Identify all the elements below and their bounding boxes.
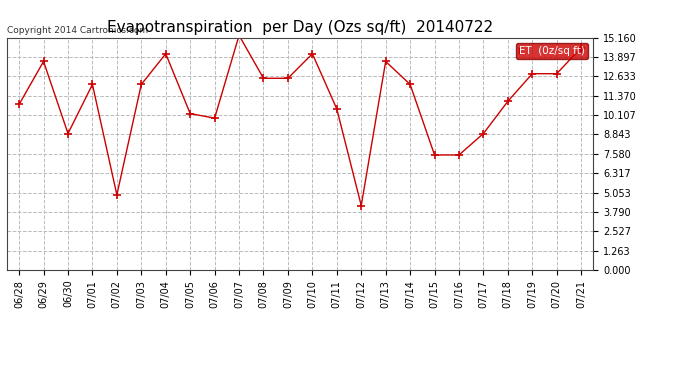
ET  (0z/sq ft) <box>455 153 463 157</box>
ET  (0z/sq ft) <box>137 82 146 87</box>
Line: ET  (0z/sq ft): ET (0z/sq ft) <box>15 31 585 210</box>
ET  (0z/sq ft) <box>64 131 72 136</box>
ET  (0z/sq ft) <box>88 82 97 87</box>
ET  (0z/sq ft) <box>357 203 366 208</box>
ET  (0z/sq ft) <box>259 76 268 81</box>
ET  (0z/sq ft) <box>112 193 121 197</box>
ET  (0z/sq ft) <box>39 59 48 64</box>
ET  (0z/sq ft) <box>382 59 390 64</box>
ET  (0z/sq ft) <box>15 102 23 106</box>
Title: Evapotranspiration  per Day (Ozs sq/ft)  20140722: Evapotranspiration per Day (Ozs sq/ft) 2… <box>107 20 493 35</box>
ET  (0z/sq ft) <box>528 72 536 76</box>
ET  (0z/sq ft) <box>406 82 414 87</box>
Text: Copyright 2014 Cartronics.com: Copyright 2014 Cartronics.com <box>7 26 148 35</box>
ET  (0z/sq ft) <box>431 153 439 157</box>
ET  (0z/sq ft) <box>553 72 561 76</box>
ET  (0z/sq ft) <box>333 107 341 111</box>
ET  (0z/sq ft) <box>480 131 488 136</box>
ET  (0z/sq ft) <box>210 116 219 120</box>
Legend: ET  (0z/sq ft): ET (0z/sq ft) <box>516 43 588 59</box>
ET  (0z/sq ft) <box>161 51 170 56</box>
ET  (0z/sq ft) <box>577 45 585 50</box>
ET  (0z/sq ft) <box>235 33 243 38</box>
ET  (0z/sq ft) <box>284 76 292 81</box>
ET  (0z/sq ft) <box>308 51 317 56</box>
ET  (0z/sq ft) <box>504 99 512 104</box>
ET  (0z/sq ft) <box>186 111 195 116</box>
